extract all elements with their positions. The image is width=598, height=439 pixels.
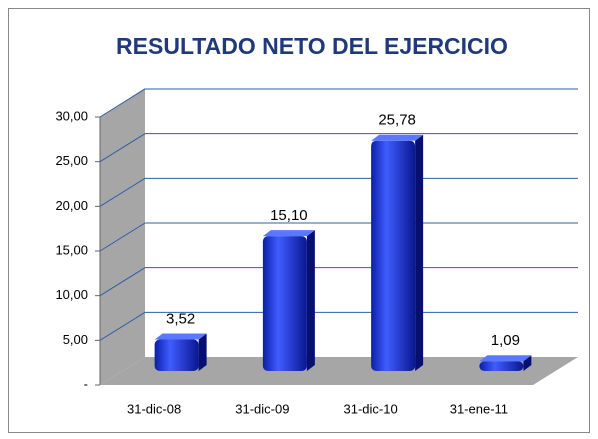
bar bbox=[371, 134, 424, 371]
value-label: 3,52 bbox=[166, 311, 195, 328]
bar-front bbox=[479, 361, 524, 371]
y-tick-label: 15,00 bbox=[55, 242, 88, 257]
bar-front bbox=[371, 140, 416, 371]
value-label: 1,09 bbox=[491, 332, 520, 349]
grid-line bbox=[99, 133, 146, 163]
y-tick-label: 30,00 bbox=[55, 108, 88, 123]
bar-side bbox=[198, 333, 207, 371]
value-label: 15,10 bbox=[270, 207, 308, 224]
bar bbox=[262, 230, 315, 371]
bar-top bbox=[262, 230, 315, 237]
bar-top bbox=[479, 355, 532, 362]
y-tick-label: 20,00 bbox=[55, 198, 88, 213]
chart-title: RESULTADO NETO DEL EJERCICIO bbox=[116, 33, 508, 59]
bar-front bbox=[154, 339, 199, 371]
bar-front bbox=[262, 236, 307, 371]
x-tick-label: 31-dic-08 bbox=[127, 401, 181, 416]
y-tick-label: 5,00 bbox=[63, 332, 88, 347]
grid-line bbox=[99, 88, 146, 118]
bar-side bbox=[523, 355, 532, 371]
floor bbox=[100, 357, 578, 385]
y-tick-label: - bbox=[84, 376, 88, 391]
grid-line bbox=[99, 177, 146, 207]
y-tick-label: 10,00 bbox=[55, 287, 88, 302]
bar bbox=[479, 355, 532, 371]
bar-side bbox=[415, 134, 424, 371]
grid-line bbox=[99, 311, 146, 341]
bar-top bbox=[154, 333, 207, 340]
x-tick-label: 31-ene-11 bbox=[450, 401, 508, 416]
bar-side bbox=[306, 230, 315, 371]
grid-line bbox=[99, 267, 146, 297]
y-tick-label: 25,00 bbox=[55, 153, 88, 168]
x-tick-label: 31-dic-09 bbox=[235, 401, 289, 416]
value-label: 25,78 bbox=[378, 112, 416, 129]
bar bbox=[154, 333, 207, 371]
grid-line bbox=[99, 222, 146, 252]
x-tick-label: 31-dic-10 bbox=[344, 401, 398, 416]
bar-top bbox=[371, 134, 424, 141]
